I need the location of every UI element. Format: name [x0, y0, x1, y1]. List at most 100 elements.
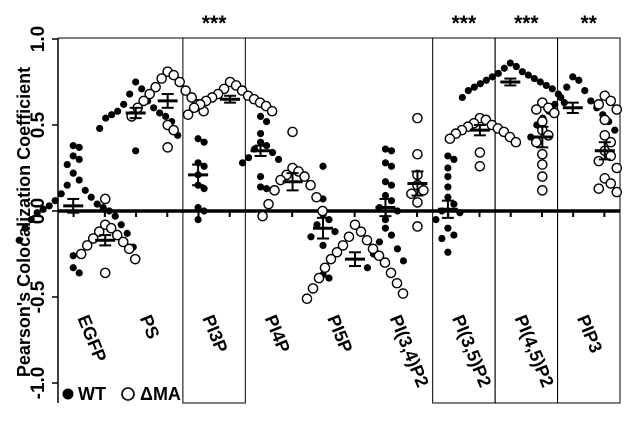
dma-point	[385, 267, 397, 279]
dma-point	[138, 95, 149, 107]
category-label: EGFP	[74, 312, 111, 365]
zero-line-group	[58, 209, 620, 217]
dma-point	[81, 240, 93, 251]
dma-point	[537, 171, 548, 182]
wt-point	[69, 142, 77, 150]
dma-point	[537, 148, 548, 160]
dma-point	[111, 229, 123, 241]
wt-point	[15, 236, 23, 244]
dma-point	[537, 159, 548, 170]
wt-point	[506, 59, 514, 67]
wt-point	[444, 164, 452, 172]
dma-point	[311, 191, 322, 203]
wt-point	[581, 87, 589, 95]
wt-point	[393, 207, 402, 215]
dma-point	[412, 221, 423, 232]
wt-point	[268, 148, 277, 157]
wt-point	[393, 245, 402, 253]
wt-point	[450, 200, 458, 208]
dma-point	[307, 283, 319, 294]
wt-point	[587, 97, 595, 105]
dma-point	[593, 155, 605, 167]
wt-point	[450, 231, 458, 239]
wt-point	[381, 145, 390, 153]
dma-point	[305, 179, 316, 191]
wt-point	[262, 185, 271, 193]
dma-point	[599, 130, 611, 141]
category-label: PI5P	[323, 312, 356, 356]
wt-point	[93, 200, 101, 208]
wt-point	[274, 155, 283, 163]
wt-point	[120, 100, 128, 108]
legend-dma-label: ΔMA	[140, 384, 181, 404]
legend-dma-marker	[121, 387, 135, 401]
y-axis-label: Pearson's Colocalization Coefficient	[14, 67, 34, 377]
dma-point	[391, 277, 403, 289]
wt-point	[450, 155, 458, 163]
dma-point	[412, 197, 423, 208]
wt-point	[108, 111, 116, 119]
wt-point	[536, 78, 544, 86]
data-points	[15, 59, 623, 305]
wt-point	[150, 104, 158, 112]
wt-point	[132, 147, 140, 155]
wt-point	[470, 83, 478, 91]
wt-point	[105, 207, 113, 215]
dma-point	[349, 219, 361, 231]
wt-point	[69, 169, 77, 177]
dma-point	[319, 262, 331, 274]
wt-point	[494, 69, 502, 77]
dma-point	[537, 116, 548, 127]
wt-point	[381, 178, 390, 186]
category-label: PIP3	[573, 312, 606, 356]
wt-point	[387, 147, 396, 155]
wt-point	[524, 71, 532, 79]
category-label: PI(3,4)P2	[386, 312, 433, 390]
wt-point	[256, 173, 265, 181]
wt-point	[244, 154, 253, 162]
dma-point	[263, 198, 274, 210]
wt-point	[126, 90, 134, 98]
dma-point	[162, 142, 173, 153]
dma-point	[266, 105, 278, 117]
wt-point	[156, 109, 164, 117]
significance-label: ***	[514, 12, 539, 35]
dma-point	[412, 148, 423, 160]
wt-point	[399, 257, 408, 265]
dma-point	[361, 234, 373, 246]
wt-point	[21, 224, 29, 232]
wt-point	[138, 85, 146, 93]
dma-point	[537, 185, 548, 196]
wt-point	[560, 99, 568, 107]
wt-point	[488, 73, 496, 81]
dma-point	[337, 240, 349, 251]
dma-point	[301, 293, 313, 305]
wt-point	[381, 216, 390, 224]
dma-point	[373, 250, 385, 262]
wt-point	[114, 107, 122, 115]
wt-point	[69, 152, 77, 160]
wt-point	[444, 183, 452, 191]
dma-point	[444, 133, 456, 145]
dma-point	[188, 102, 200, 114]
wt-point	[456, 209, 464, 217]
wt-point	[123, 229, 131, 237]
wt-point	[238, 159, 247, 167]
dma-point	[129, 253, 141, 265]
wt-point	[256, 130, 265, 138]
wt-point	[438, 234, 446, 243]
wt-point	[500, 64, 508, 72]
dma-point	[123, 243, 135, 255]
dma-point	[287, 126, 298, 138]
wt-point	[611, 126, 619, 134]
wt-point	[57, 190, 65, 198]
wt-point	[387, 231, 396, 239]
dma-point	[93, 226, 105, 237]
dma-point	[599, 114, 611, 126]
legend-wt-label: WT	[78, 384, 106, 404]
y-tick-label: 0.5	[28, 111, 49, 138]
wt-point	[194, 216, 202, 224]
wt-point	[381, 159, 390, 167]
category-labels: EGFP PS PI3P PI4P PI5P PI(3,4)P2 PI(3,5)P2 PI(4…	[74, 312, 607, 390]
